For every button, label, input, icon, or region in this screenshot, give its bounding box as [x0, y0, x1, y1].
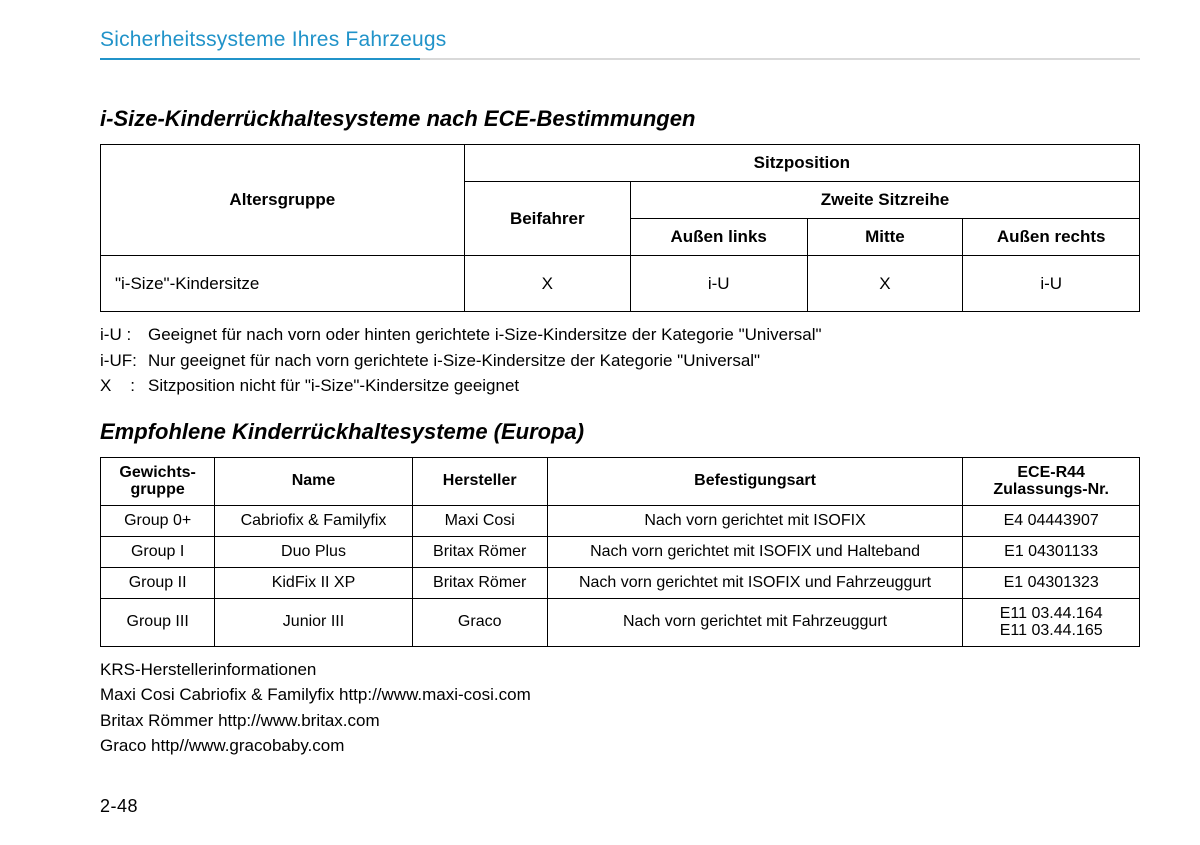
cell-value: E11 03.44.164E11 03.44.165	[963, 598, 1140, 646]
legend-row: i-UF: Nur geeignet für nach vorn gericht…	[100, 348, 1140, 374]
table-row: Group I Duo Plus Britax Römer Nach vorn …	[101, 536, 1140, 567]
page-number: 2-48	[100, 796, 138, 817]
table-row: Gewichts-gruppe Name Hersteller Befestig…	[101, 457, 1140, 505]
cell-value: Maxi Cosi	[412, 505, 547, 536]
cell-value: X	[807, 256, 963, 312]
header-rule	[100, 58, 1140, 60]
cell-value: Nach vorn gerichtet mit ISOFIX und Fahrz…	[547, 567, 963, 598]
page: Sicherheitssysteme Ihres Fahrzeugs i-Siz…	[0, 0, 1200, 845]
cell-value: i-U	[630, 256, 807, 312]
legend-text: Sitzposition nicht für "i-Size"-Kindersi…	[148, 373, 519, 399]
cell-value: i-U	[963, 256, 1140, 312]
col-age: Altersgruppe	[101, 145, 465, 256]
table-row: Altersgruppe Sitzposition	[101, 145, 1140, 182]
col-hersteller: Hersteller	[412, 457, 547, 505]
col-befestigungsart: Befestigungsart	[547, 457, 963, 505]
legend-row: i-U : Geeignet für nach vorn oder hinten…	[100, 322, 1140, 348]
legend-key: X :	[100, 373, 148, 399]
cell-value: Junior III	[215, 598, 412, 646]
isize-legend: i-U : Geeignet für nach vorn oder hinten…	[100, 322, 1140, 399]
cell-value: E4 04443907	[963, 505, 1140, 536]
col-mitte: Mitte	[807, 219, 963, 256]
col-aussen-rechts: Außen rechts	[963, 219, 1140, 256]
cell-value: E1 04301133	[963, 536, 1140, 567]
cell-value: Nach vorn gerichtet mit Fahrzeuggurt	[547, 598, 963, 646]
table-row: "i-Size"-Kindersitze X i-U X i-U	[101, 256, 1140, 312]
cell-value: Nach vorn gerichtet mit ISOFIX und Halte…	[547, 536, 963, 567]
col-zweite-sitzreihe: Zweite Sitzreihe	[630, 182, 1139, 219]
col-zulassung: ECE-R44Zulassungs-Nr.	[963, 457, 1140, 505]
footer-line: Maxi Cosi Cabriofix & Familyfix http://w…	[100, 682, 1140, 708]
cell-value: Group 0+	[101, 505, 215, 536]
footer-line: Graco http//www.gracobaby.com	[100, 733, 1140, 759]
col-beifahrer: Beifahrer	[464, 182, 630, 256]
cell-value: Group I	[101, 536, 215, 567]
legend-key: i-U :	[100, 322, 148, 348]
isize-table: Altersgruppe Sitzposition Beifahrer Zwei…	[100, 144, 1140, 312]
table-row: Group 0+ Cabriofix & Familyfix Maxi Cosi…	[101, 505, 1140, 536]
recommended-table: Gewichts-gruppe Name Hersteller Befestig…	[100, 457, 1140, 647]
cell-value: Britax Römer	[412, 567, 547, 598]
footer-info: KRS-Herstellerinformationen Maxi Cosi Ca…	[100, 657, 1140, 759]
section1-heading: i-Size-Kinderrückhaltesysteme nach ECE-B…	[100, 106, 1140, 132]
cell-value: E1 04301323	[963, 567, 1140, 598]
legend-text: Nur geeignet für nach vorn gerichtete i-…	[148, 348, 760, 374]
cell-value: Graco	[412, 598, 547, 646]
cell-value: KidFix II XP	[215, 567, 412, 598]
cell-value: Group II	[101, 567, 215, 598]
table-row: Group II KidFix II XP Britax Römer Nach …	[101, 567, 1140, 598]
footer-line: Britax Römmer http://www.britax.com	[100, 708, 1140, 734]
col-sitzposition: Sitzposition	[464, 145, 1139, 182]
cell-value: Group III	[101, 598, 215, 646]
cell-value: Duo Plus	[215, 536, 412, 567]
legend-row: X : Sitzposition nicht für "i-Size"-Kind…	[100, 373, 1140, 399]
page-header-title: Sicherheitssysteme Ihres Fahrzeugs	[100, 28, 1140, 52]
section2: Empfohlene Kinderrückhaltesysteme (Europ…	[100, 419, 1140, 759]
cell-value: Cabriofix & Familyfix	[215, 505, 412, 536]
legend-key: i-UF:	[100, 348, 148, 374]
cell-value: Britax Römer	[412, 536, 547, 567]
cell-value: X	[464, 256, 630, 312]
footer-line: KRS-Herstellerinformationen	[100, 657, 1140, 683]
cell-value: Nach vorn gerichtet mit ISOFIX	[547, 505, 963, 536]
col-gewichtsgruppe: Gewichts-gruppe	[101, 457, 215, 505]
cell-label: "i-Size"-Kindersitze	[101, 256, 465, 312]
col-name: Name	[215, 457, 412, 505]
legend-text: Geeignet für nach vorn oder hinten geric…	[148, 322, 822, 348]
table-row: Group III Junior III Graco Nach vorn ger…	[101, 598, 1140, 646]
section2-heading: Empfohlene Kinderrückhaltesysteme (Europ…	[100, 419, 1140, 445]
col-aussen-links: Außen links	[630, 219, 807, 256]
